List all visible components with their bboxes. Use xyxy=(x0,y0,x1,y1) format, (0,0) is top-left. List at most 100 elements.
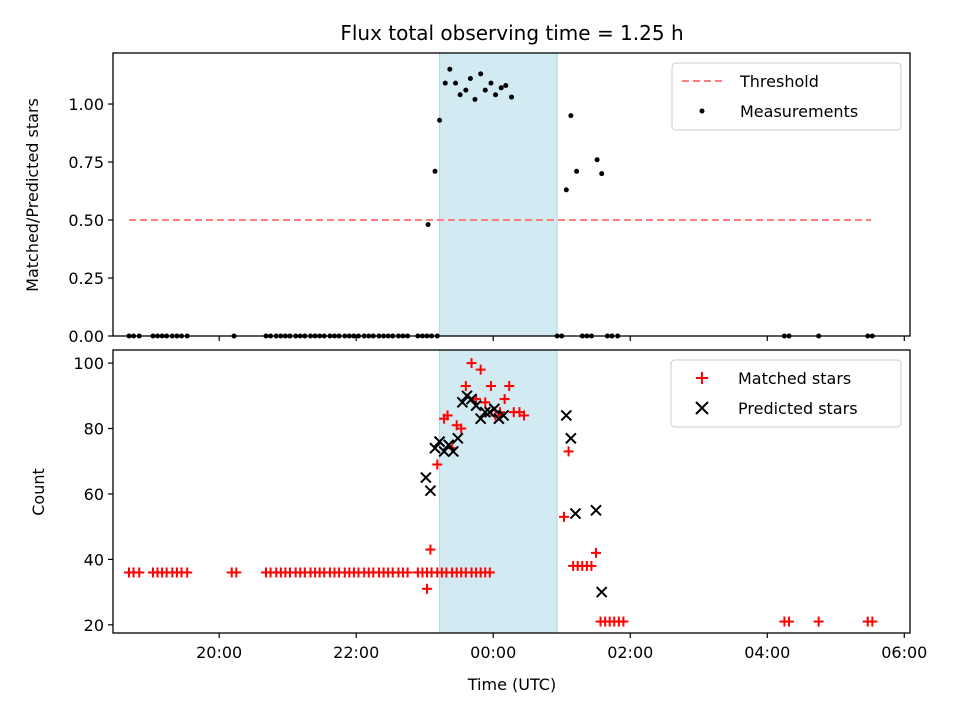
y-tick-label: 0.25 xyxy=(68,269,104,288)
matched-star-marker xyxy=(442,410,453,421)
predicted-star-marker xyxy=(442,439,455,451)
predicted-star-marker xyxy=(438,445,450,458)
measurement-point xyxy=(467,76,473,82)
measurement-point xyxy=(594,157,600,163)
x-tick-label: 00:00 xyxy=(470,643,516,662)
y-tick-label: 1.00 xyxy=(68,95,104,114)
bottom-panel: 20 40 60 80 100 20:00 22:00 00:00 02:00 04:00 06:… xyxy=(29,349,927,694)
x-tick-label: 20:00 xyxy=(196,643,242,662)
predicted-star-marker xyxy=(560,409,573,422)
legend-measurements-label: Measurements xyxy=(740,102,858,121)
predicted-star-marker xyxy=(447,445,459,458)
matched-stars-points xyxy=(123,358,878,627)
legend-matched-swatch xyxy=(696,372,708,384)
matched-star-marker xyxy=(466,358,477,369)
measurement-point xyxy=(478,71,484,77)
x-tick-label: 22:00 xyxy=(333,643,379,662)
bottom-y-ticks: 20 40 60 80 100 xyxy=(73,354,113,635)
predicted-star-marker xyxy=(429,442,441,454)
predicted-star-marker xyxy=(470,399,482,412)
y-tick-label: 100 xyxy=(73,354,104,373)
measurement-point xyxy=(447,66,453,72)
predicted-star-marker xyxy=(590,504,602,517)
top-legend: Threshold Measurements xyxy=(671,62,902,131)
predicted-star-marker xyxy=(569,507,582,520)
legend-predicted-swatch xyxy=(695,401,709,415)
matched-star-marker xyxy=(867,616,878,627)
matched-star-marker xyxy=(484,567,495,578)
x-axis-label: Time (UTC) xyxy=(467,675,556,694)
bottom-x-ticks: 20:00 22:00 00:00 02:00 04:00 06:00 xyxy=(196,633,927,662)
legend-predicted-label: Predicted stars xyxy=(738,399,858,418)
matched-star-marker xyxy=(432,459,443,470)
top-shaded-interval xyxy=(439,52,558,337)
measurement-point xyxy=(599,171,605,177)
measurement-point xyxy=(563,187,569,193)
matched-star-marker xyxy=(425,544,436,555)
predicted-star-marker xyxy=(452,432,464,445)
measurement-point xyxy=(574,168,580,174)
y-tick-label: 0.75 xyxy=(68,153,104,172)
x-tick-label: 04:00 xyxy=(744,643,790,662)
top-axes-frame xyxy=(112,52,911,337)
observing-interval-shade xyxy=(439,349,558,634)
y-tick-label: 40 xyxy=(84,550,104,569)
matched-star-marker xyxy=(586,560,597,571)
y-tick-label: 0.00 xyxy=(68,327,104,346)
measurement-point xyxy=(472,96,478,102)
matched-star-marker xyxy=(480,397,491,408)
matched-star-marker xyxy=(402,567,413,578)
measurement-point xyxy=(568,113,574,119)
measurement-point xyxy=(498,85,504,91)
measurement-point xyxy=(442,80,448,86)
legend-matched-label: Matched stars xyxy=(738,369,851,388)
chart-title: Flux total observing time = 1.25 h xyxy=(340,21,683,45)
observing-interval-shade xyxy=(439,52,558,337)
matched-star-marker xyxy=(618,616,629,627)
predicted-star-marker xyxy=(456,396,469,409)
y-tick-label: 80 xyxy=(84,420,104,439)
y-tick-label: 20 xyxy=(84,616,104,635)
matched-star-marker xyxy=(783,616,794,627)
predicted-star-marker xyxy=(497,409,510,422)
matched-star-marker xyxy=(460,380,471,391)
measurement-point xyxy=(457,92,463,98)
matched-star-marker xyxy=(519,410,530,421)
measurement-point xyxy=(503,82,509,88)
bottom-axes-frame xyxy=(112,349,911,634)
measurement-point xyxy=(437,117,443,123)
legend-measurements-swatch xyxy=(699,108,705,114)
matched-star-marker xyxy=(485,380,496,391)
y-tick-label: 0.50 xyxy=(68,211,104,230)
top-y-axis-label: Matched/Predicted stars xyxy=(23,98,42,292)
matched-star-marker xyxy=(134,567,145,578)
matched-star-marker xyxy=(182,567,193,578)
predicted-star-marker xyxy=(433,435,446,448)
bottom-legend: Matched stars Predicted stars xyxy=(670,359,902,428)
measurement-point xyxy=(425,222,431,228)
predicted-star-marker xyxy=(488,403,501,415)
matched-star-marker xyxy=(813,616,824,627)
measurement-point xyxy=(509,94,514,100)
x-tick-label: 06:00 xyxy=(881,643,927,662)
matched-star-marker xyxy=(590,547,601,558)
matched-star-marker xyxy=(456,423,467,434)
matched-star-marker xyxy=(499,394,510,405)
matched-star-marker xyxy=(475,364,486,375)
predicted-stars-points xyxy=(420,390,608,598)
predicted-star-marker xyxy=(465,393,478,405)
bottom-shaded-interval xyxy=(439,349,558,634)
predicted-star-marker xyxy=(420,471,432,484)
predicted-star-marker xyxy=(565,432,577,445)
measurement-point xyxy=(482,87,488,93)
top-x-ticks xyxy=(218,336,905,341)
measurement-point xyxy=(488,80,494,86)
x-tick-label: 02:00 xyxy=(607,643,653,662)
top-panel: 0.00 0.25 0.50 0.75 1.00 Matched/Predicted s… xyxy=(23,52,911,346)
matched-star-marker xyxy=(504,380,515,391)
matched-star-marker xyxy=(559,511,570,522)
matched-star-marker xyxy=(422,583,433,594)
predicted-star-marker xyxy=(424,484,437,497)
measurement-point xyxy=(463,87,469,93)
